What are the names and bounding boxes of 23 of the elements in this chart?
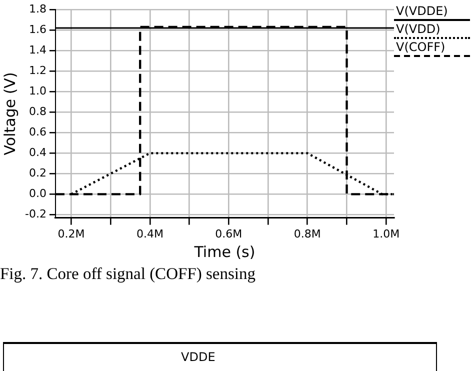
caption: Fig. 7. Core off signal (COFF) sensing: [0, 264, 256, 284]
x-tick-label: 0.8M: [294, 227, 321, 240]
y-tick-label: 1.8: [28, 2, 46, 16]
text: V(VDD): [394, 22, 470, 39]
y-tick-label: 0.8: [28, 105, 46, 118]
y-tick-label: 0.2: [28, 166, 46, 180]
y-tick-label: 0.6: [28, 126, 46, 139]
series-label: V(VDDE): [394, 4, 470, 21]
text: V(COFF): [394, 40, 470, 57]
x-tick-label: 0.6M: [215, 227, 242, 240]
y-tick-label: 1.4: [28, 43, 46, 56]
x-tick-label: 0.4M: [136, 227, 164, 240]
y-tick-label: 1.6: [28, 22, 46, 36]
y-tick-label: 0.0: [28, 187, 46, 200]
y-axis-title: Voltage (V): [0, 72, 19, 156]
y-tick-label: 0.4: [28, 146, 46, 160]
y-tick-label: 1.0: [28, 84, 46, 98]
y-tick-label: -0.2: [24, 208, 46, 221]
x-tick-label: 1.0M: [372, 227, 400, 240]
y-tick-label: 1.2: [28, 64, 46, 77]
text: VDDE: [181, 350, 216, 364]
x-axis-title: Time (s): [193, 242, 256, 261]
x-tick-label: 0.2M: [58, 227, 85, 240]
